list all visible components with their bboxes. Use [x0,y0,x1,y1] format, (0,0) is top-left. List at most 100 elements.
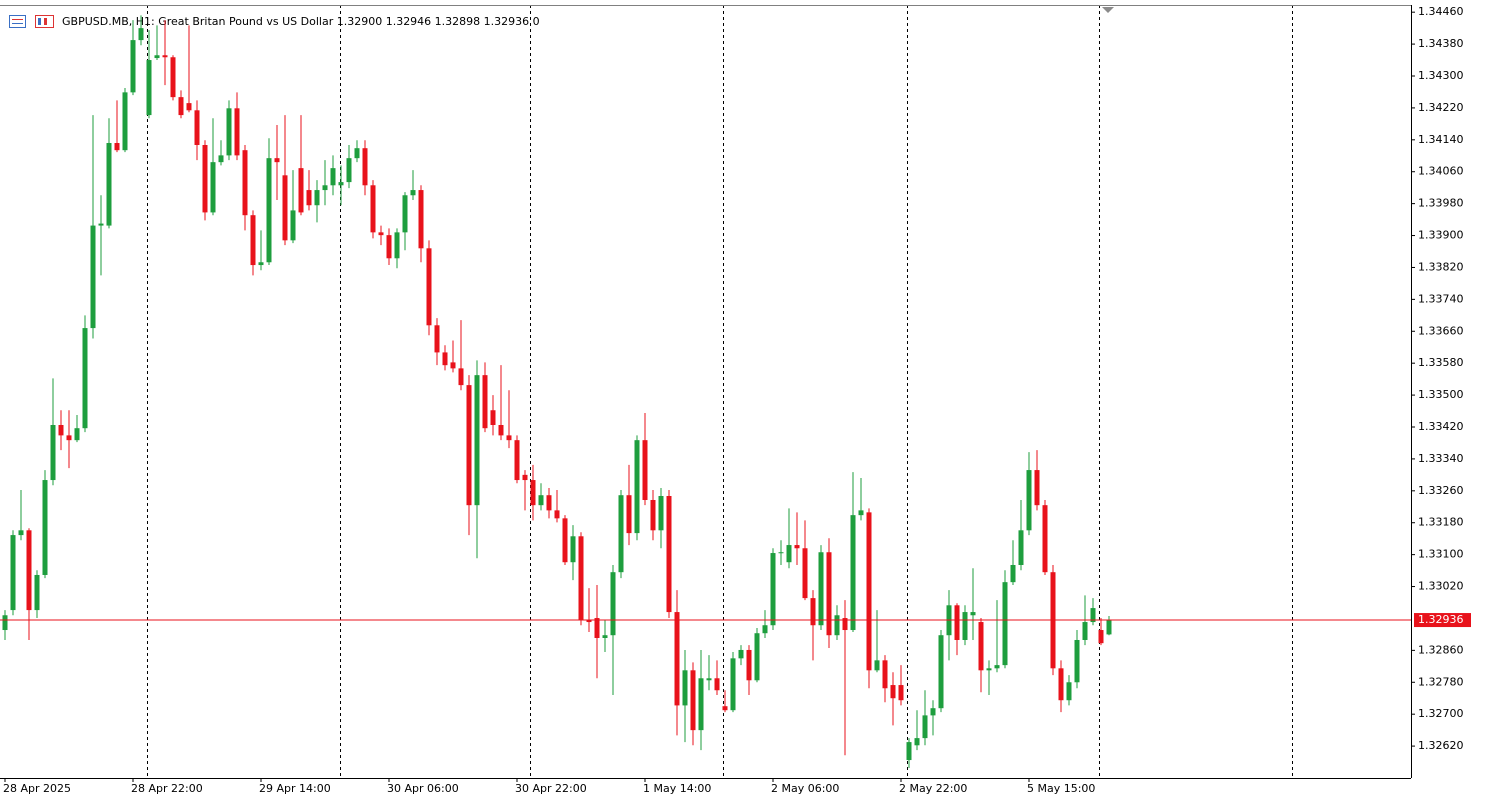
candle-body [986,668,992,671]
candle-body [682,670,688,706]
y-tick-label: 1.34300 [1418,69,1464,82]
candle-body [570,536,576,563]
candle-body [370,185,376,233]
candle-body [994,665,1000,669]
candle-body [538,495,544,506]
candle-body [26,530,32,611]
x-tick-label: 29 Apr 14:00 [259,782,331,795]
candle-body [1082,622,1088,640]
candle-body [82,328,88,429]
candle-body [706,678,712,681]
candle-body [138,28,144,41]
candle-body [762,625,768,634]
x-tick-label: 28 Apr 22:00 [131,782,203,795]
candle-body [330,168,336,186]
candle-body [1074,639,1080,683]
candle-body [698,678,704,731]
candle-body [290,210,296,241]
candle-body [194,110,200,146]
y-tick-label: 1.32780 [1418,675,1464,688]
candle-body [482,375,488,429]
y-tick-label: 1.34380 [1418,37,1464,50]
candle-body [2,615,8,631]
x-tick-label: 5 May 15:00 [1027,782,1095,795]
candle-body [906,742,912,761]
candle-body [786,545,792,563]
candle-body [130,40,136,93]
candle-body [922,715,928,739]
candle-body [530,480,536,506]
candle-body [1106,620,1112,635]
candle-body [770,553,776,626]
candle-body [554,510,560,519]
candle-body [794,545,800,549]
candle-body [34,574,40,611]
candle-body [426,248,432,326]
symbol-icons [9,15,54,28]
x-tick-label: 30 Apr 06:00 [387,782,459,795]
candle-body [970,612,976,616]
candle-body [250,215,256,266]
candle-body [418,190,424,249]
candle-body [114,143,120,151]
candle-body [242,150,248,216]
candle-body [938,635,944,709]
candle-body [42,480,48,575]
candle-body [474,375,480,506]
candle-body [746,649,752,681]
candle-body [578,536,584,621]
candle-body [354,148,360,159]
y-tick-label: 1.33980 [1418,197,1464,210]
x-tick-label: 30 Apr 22:00 [515,782,587,795]
candle-body [1058,668,1064,701]
y-tick-label: 1.33100 [1418,548,1464,561]
candle-body [666,496,672,613]
y-tick-label: 1.33260 [1418,484,1464,497]
candle-body [690,670,696,731]
candle-body [1018,530,1024,566]
y-tick-label: 1.34060 [1418,165,1464,178]
current-price-label: 1.32936 [1418,613,1464,626]
candle-body [842,618,848,631]
candle-body [210,162,216,213]
candle-body [962,612,968,640]
y-tick-label: 1.33740 [1418,292,1464,305]
candle-body [154,55,160,59]
candle-body [274,158,280,163]
candle-body [826,552,832,636]
candle-body [410,190,416,196]
candle-body [866,512,872,671]
x-tick-label: 1 May 14:00 [643,782,711,795]
candle-body [314,190,320,206]
candle-body [954,605,960,640]
candle-body [602,635,608,638]
candle-body [378,232,384,236]
y-tick-label: 1.33500 [1418,388,1464,401]
candle-body [890,685,896,699]
candle-body [1034,470,1040,506]
y-tick-label: 1.33660 [1418,324,1464,337]
candle-body [754,633,760,681]
candle-body [506,435,512,441]
x-tick-label: 2 May 22:00 [899,782,967,795]
x-tick-label: 2 May 06:00 [771,782,839,795]
candle-body [1066,682,1072,701]
candle-body [362,148,368,186]
candle-body [874,660,880,671]
candle-body [1026,470,1032,531]
candle-body [642,440,648,500]
candle-body [170,57,176,98]
candle-body [402,195,408,233]
candle-body [850,515,856,631]
candle-body [818,552,824,626]
icon [9,15,26,28]
candle-body [1010,565,1016,583]
candle-body [634,440,640,534]
candle-body [834,615,840,636]
candle-body [298,168,304,213]
candle-body [226,108,232,156]
candle-body [514,440,520,481]
candle-body [434,325,440,353]
